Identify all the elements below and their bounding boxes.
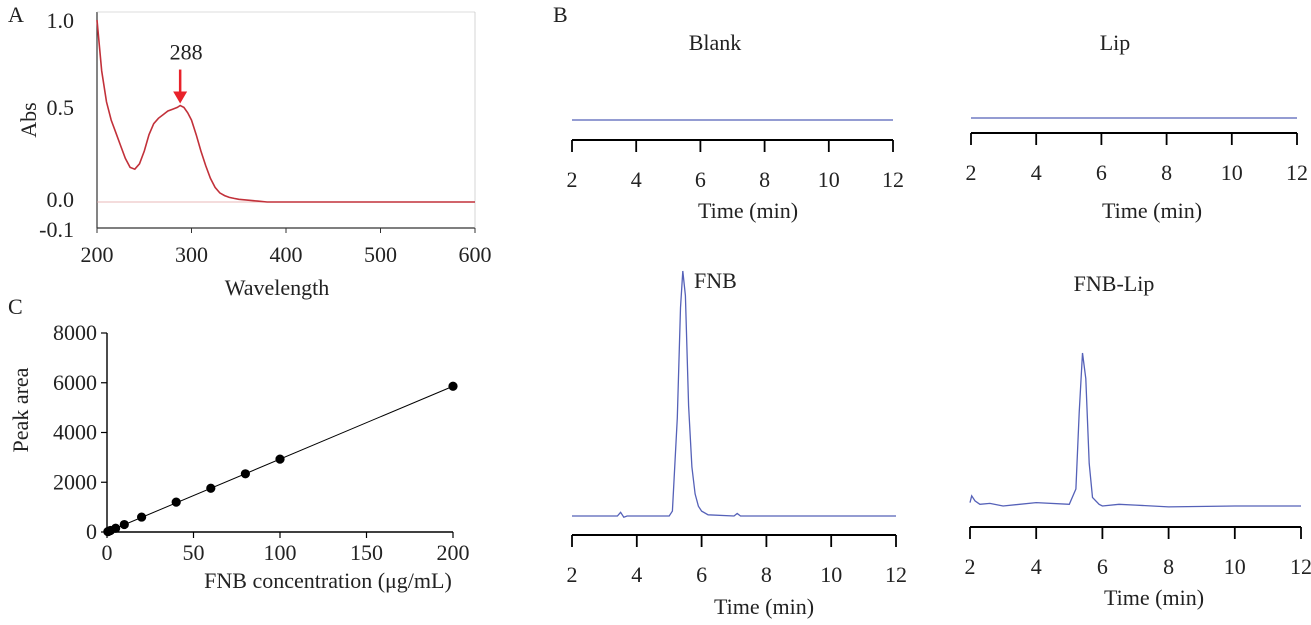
chart-c-xtick-label: 100 xyxy=(264,540,297,565)
chrom-lip-xtick-label: 10 xyxy=(1221,160,1243,185)
chart-a-series-line xyxy=(96,19,475,203)
panel-letter-a: A xyxy=(8,2,24,27)
chart-c-ytick-label: 2000 xyxy=(53,469,97,494)
chart-a-annotation-arrow-head xyxy=(173,91,188,104)
chrom-blank-xtick-label: 4 xyxy=(631,167,642,192)
chrom-fnblip: FNB-Lip 2 4 6 8 10 12 Time (min) xyxy=(965,271,1311,610)
chrom-fnblip-xtick-label: 2 xyxy=(965,554,976,579)
chrom-fnb-xtick-label: 12 xyxy=(885,562,907,587)
chart-a-annotation: 288 xyxy=(170,40,203,104)
chrom-lip-xticks: 2 4 6 8 10 12 xyxy=(966,133,1308,185)
chart-a-xtick-label: 400 xyxy=(270,242,303,267)
chart-c-point xyxy=(119,519,129,530)
chart-a: 1.0 0.5 0.0 -0.1 200 300 400 500 600 288 Wavele… xyxy=(16,8,492,300)
chrom-lip-xtick-label: 8 xyxy=(1161,160,1172,185)
chart-c-point xyxy=(111,523,121,533)
chart-a-xticks: 200 300 400 500 600 xyxy=(81,228,492,267)
chrom-blank-xtick-label: 10 xyxy=(818,167,840,192)
chrom-blank-xlabel: Time (min) xyxy=(698,198,798,223)
chrom-blank-xtick-label: 6 xyxy=(695,167,706,192)
chrom-fnb-xlabel: Time (min) xyxy=(714,594,814,619)
chrom-lip-xtick-label: 4 xyxy=(1031,160,1042,185)
chrom-fnblip-xtick-label: 4 xyxy=(1031,554,1042,579)
chrom-blank-xtick-label: 2 xyxy=(567,167,578,192)
chart-c: 0 2000 4000 6000 8000 0 50 100 150 200 FNB conce… xyxy=(8,320,470,593)
chart-a-yticks: 1.0 0.5 0.0 -0.1 xyxy=(39,8,74,242)
chart-a-annotation-label: 288 xyxy=(170,40,203,65)
chart-a-ytick-label: 0.5 xyxy=(47,95,75,120)
chrom-fnblip-title: FNB-Lip xyxy=(1074,271,1155,296)
chart-a-xtick-label: 300 xyxy=(175,242,208,267)
chrom-fnb-xticks: 2 4 6 8 10 12 xyxy=(567,535,907,587)
chrom-blank-xtick-label: 12 xyxy=(882,167,904,192)
chart-c-ytick-label: 0 xyxy=(86,519,97,544)
chart-c-xticks: 0 50 100 150 200 xyxy=(102,532,470,565)
chrom-lip-xlabel: Time (min) xyxy=(1102,198,1202,223)
chrom-fnblip-trace xyxy=(969,352,1301,508)
chrom-fnb-xtick-label: 6 xyxy=(696,562,707,587)
chart-a-ytick-label: 0.0 xyxy=(47,187,75,212)
chrom-blank: Blank 2 4 6 8 10 12 Time (min) xyxy=(567,30,905,223)
chrom-fnb-title: FNB xyxy=(694,268,737,293)
chart-a-ytick-label: 1.0 xyxy=(47,8,75,33)
chart-c-ytick-label: 8000 xyxy=(53,320,97,345)
chrom-blank-xtick-label: 8 xyxy=(759,167,770,192)
chart-c-ylabel: Peak area xyxy=(8,367,33,452)
panel-letter-b: B xyxy=(553,2,568,27)
chrom-fnblip-xtick-label: 12 xyxy=(1290,554,1311,579)
chrom-fnblip-xlabel: Time (min) xyxy=(1104,585,1204,610)
chrom-fnblip-xtick-label: 6 xyxy=(1097,554,1108,579)
chrom-fnb-xtick-label: 10 xyxy=(820,562,842,587)
chrom-lip-xtick-label: 6 xyxy=(1096,160,1107,185)
chrom-fnb-xtick-label: 8 xyxy=(761,562,772,587)
chart-c-xtick-label: 200 xyxy=(437,540,470,565)
chrom-lip-xtick-label: 12 xyxy=(1286,160,1308,185)
chrom-lip: Lip 2 4 6 8 10 12 Time (min) xyxy=(966,30,1309,223)
chart-a-xlabel: Wavelength xyxy=(225,275,330,300)
panel-letter-c: C xyxy=(8,294,23,319)
chart-c-yticks: 0 2000 4000 6000 8000 xyxy=(53,320,107,544)
chart-c-xtick-label: 50 xyxy=(183,540,205,565)
chart-a-ytick-label: -0.1 xyxy=(39,217,74,242)
chart-c-xlabel: FNB concentration (μg/mL) xyxy=(204,568,452,593)
chart-a-xtick-label: 600 xyxy=(459,242,492,267)
chart-c-ytick-label: 6000 xyxy=(53,370,97,395)
chrom-lip-xtick-label: 2 xyxy=(966,160,977,185)
chart-a-xtick-label: 500 xyxy=(364,242,397,267)
chrom-fnblip-xtick-label: 8 xyxy=(1163,554,1174,579)
chrom-lip-title: Lip xyxy=(1100,30,1131,55)
chrom-fnb-xtick-label: 2 xyxy=(567,562,578,587)
chart-c-point xyxy=(137,512,147,522)
chrom-fnb: FNB 2 4 6 8 10 12 Time (min) xyxy=(567,268,908,619)
chrom-fnb-trace xyxy=(572,270,896,518)
chrom-fnblip-xtick-label: 10 xyxy=(1224,554,1246,579)
chart-c-xtick-label: 150 xyxy=(350,540,383,565)
chrom-fnblip-xticks: 2 4 6 8 10 12 xyxy=(965,527,1311,579)
chart-a-ylabel: Abs xyxy=(16,102,41,137)
chart-c-point xyxy=(448,381,458,391)
chrom-blank-xticks: 2 4 6 8 10 12 xyxy=(567,140,904,192)
chart-c-point xyxy=(171,497,181,507)
chart-c-point xyxy=(206,483,216,493)
chart-c-points xyxy=(103,381,458,537)
chart-c-point xyxy=(275,454,285,464)
chart-c-point xyxy=(240,469,250,479)
chart-a-xtick-label: 200 xyxy=(81,242,114,267)
chrom-blank-title: Blank xyxy=(689,30,742,55)
chart-c-ytick-label: 4000 xyxy=(53,420,97,445)
chrom-fnb-xtick-label: 4 xyxy=(631,562,642,587)
chart-c-xtick-label: 0 xyxy=(102,540,113,565)
